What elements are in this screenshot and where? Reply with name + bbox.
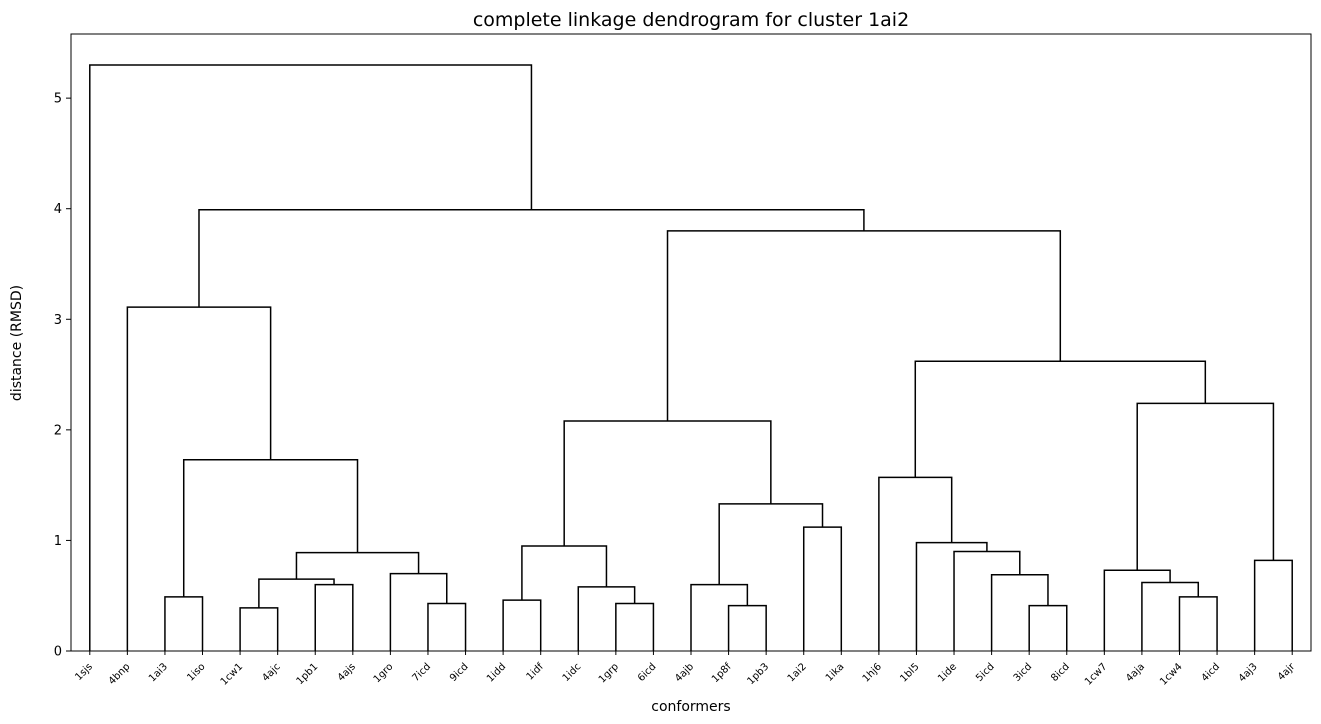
x-axis: 1sjs 4bnp 1ai3 1iso 1cw1 4ajc 1pb1 4ajs 1gro 7icd… [73,651,1298,688]
leaf-label: 1iso [185,661,207,683]
leaf-label: 1cw4 [1158,661,1184,687]
x-axis-label: conformers [651,699,730,715]
dendrogram-link [953,550,1021,651]
leaf-label: 4ajb [673,661,696,684]
dendrogram-link [727,604,767,651]
dendrogram-link [802,526,843,651]
leaf-label: 1ai2 [786,661,809,684]
leaf-label: 7icd [410,661,433,684]
dendrogram-link [878,476,953,651]
leaf-label: 4ajs [336,661,358,683]
leaf-label: 8icd [1049,661,1072,684]
leaf-label: 3icd [1012,661,1035,684]
dendrogram-link [1028,604,1068,651]
y-axis: 0 1 2 3 4 5 [54,92,71,660]
y-tick-label: 5 [54,92,62,107]
leaf-label: 1ide [936,661,959,684]
dendrogram-link [182,458,359,597]
dendrogram-link [314,583,354,651]
dendrogram-link [502,599,542,651]
leaf-label: 4icd [1200,661,1223,684]
dendrogram-link [295,551,420,580]
y-tick-label: 2 [54,423,62,438]
dendrogram-link [427,602,467,651]
leaf-label: 1sjs [73,661,95,683]
dendrogram-link [198,209,865,308]
leaf-label: 1idc [561,661,584,684]
dendrogram-link [164,596,204,651]
leaf-label: 5icd [974,661,997,684]
dendrogram-link [258,578,335,608]
dendrogram-link [666,230,1062,422]
leaf-label: 1ika [824,661,847,684]
dendrogram-link [914,360,1207,478]
leaf-label: 4ajr [1276,661,1298,683]
leaf-label: 1pb3 [746,661,772,687]
dendrogram-link [126,306,272,651]
dendrogram-link [718,503,824,585]
dendrogram-link [915,541,988,651]
leaf-label: 1grp [597,661,621,685]
y-tick-label: 4 [54,202,62,217]
y-tick-label: 1 [54,534,62,549]
plot-frame [70,33,1312,652]
y-tick-label: 3 [54,313,62,328]
leaf-label: 1hj6 [861,661,884,684]
leaf-label: 1pb1 [295,661,321,687]
y-tick-label: 0 [54,645,62,660]
leaf-label: 4aj3 [1237,661,1260,684]
leaf-label: 1gro [372,661,396,685]
dendrogram-link [990,573,1049,651]
dendrogram-link [389,572,448,651]
dendrogram-link [563,420,772,546]
dendrogram-link [615,602,655,651]
dendrogram-link [89,64,533,651]
dendrogram-link [521,545,608,601]
leaf-label: 1idf [525,661,547,683]
leaf-label: 4ajc [260,661,282,683]
dendrogram-link [1136,402,1275,571]
dendrogram-link [1141,581,1200,651]
leaf-label: 1bl5 [898,661,921,684]
chart-title: complete linkage dendrogram for cluster … [473,9,909,31]
dendrogram-links [89,64,1293,651]
leaf-label: 1ai3 [147,661,170,684]
leaf-label: 1cw1 [219,661,245,687]
leaf-label: 1p8f [710,661,734,685]
dendrogram-link [1178,596,1218,651]
leaf-label: 1idd [485,661,508,684]
leaf-label: 1cw7 [1083,661,1109,687]
leaf-label: 9icd [448,661,471,684]
leaf-label: 4bnp [107,661,133,687]
leaf-label: 4aja [1124,661,1147,684]
dendrogram-link [1253,559,1293,651]
leaf-label: 6icd [636,661,659,684]
dendrogram-link [690,583,749,651]
y-axis-label: distance (RMSD) [9,285,25,401]
dendrogram-link [577,586,636,651]
dendrogram-link [239,607,279,651]
